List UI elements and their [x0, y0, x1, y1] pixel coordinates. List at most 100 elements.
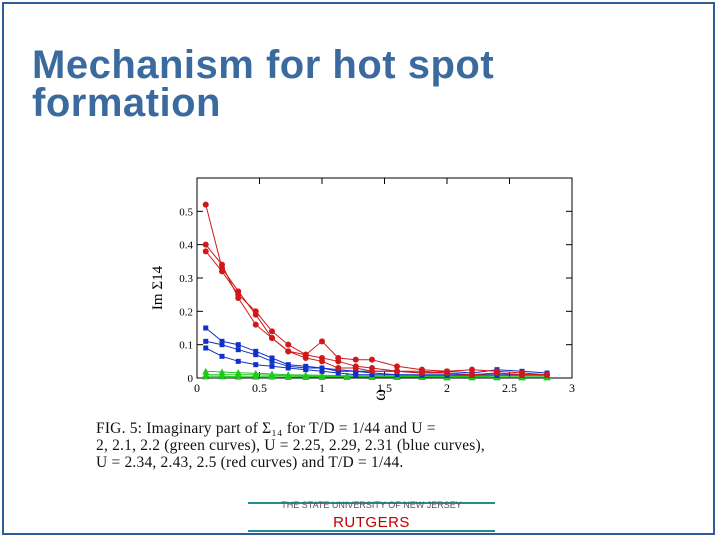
- data-point: [269, 355, 275, 361]
- slide-frame: [2, 2, 715, 535]
- data-point: [203, 338, 209, 344]
- x-tick-label: 2.5: [502, 381, 517, 395]
- footer-rule-bottom: [248, 530, 495, 532]
- y-axis-label: Im Σ14: [150, 265, 166, 310]
- x-tick-label: 3: [569, 381, 575, 395]
- data-point: [253, 362, 259, 368]
- data-point: [352, 363, 359, 370]
- data-point: [268, 373, 276, 380]
- data-point: [303, 367, 309, 373]
- data-point: [269, 358, 275, 364]
- footer-university: THE STATE UNIVERSITY OF NEW JERSEY: [281, 500, 462, 510]
- data-point: [202, 201, 209, 208]
- data-point: [335, 355, 342, 361]
- data-point: [335, 370, 341, 376]
- series-line: [205, 250, 548, 376]
- y-tick-label: 0.5: [179, 206, 193, 218]
- title-line-1: Mechanism for hot spot: [32, 43, 495, 87]
- figure-caption: FIG. 5: Imaginary part of Σ₁₄ for T/D = …: [96, 420, 636, 471]
- data-point: [252, 369, 260, 377]
- data-point: [252, 373, 260, 380]
- caption-line-2: 2, 2.1, 2.2 (green curves), U = 2.25, 2.…: [96, 437, 485, 454]
- data-point: [302, 373, 310, 380]
- series-line: [205, 244, 547, 376]
- data-point: [285, 365, 291, 371]
- data-point: [302, 351, 309, 358]
- data-point: [319, 338, 325, 345]
- x-axis-label: ω: [369, 389, 389, 401]
- data-point: [352, 356, 359, 363]
- y-tick-label: 0.3: [179, 273, 193, 285]
- x-tick-label: 0: [194, 381, 200, 395]
- data-point: [285, 348, 292, 355]
- data-point: [252, 321, 259, 328]
- data-point: [444, 368, 450, 375]
- data-point: [369, 356, 375, 363]
- title-line-2: formation: [32, 81, 221, 125]
- data-point: [544, 371, 550, 378]
- data-point: [234, 369, 242, 376]
- data-point: [253, 352, 259, 358]
- data-point: [202, 248, 209, 255]
- data-point: [253, 348, 259, 354]
- plot-frame: [196, 177, 573, 379]
- data-point: [394, 368, 400, 375]
- data-point: [202, 367, 210, 375]
- data-point: [269, 335, 275, 341]
- data-point: [269, 328, 275, 335]
- data-point: [234, 373, 242, 380]
- data-point: [269, 363, 275, 369]
- x-tick-label: 1.5: [377, 381, 392, 395]
- data-point: [343, 373, 351, 380]
- data-point: [469, 371, 475, 378]
- slide-title: Mechanism for hot spot formation: [32, 43, 495, 125]
- series-line: [205, 347, 547, 376]
- data-point: [202, 372, 210, 380]
- data-point: [369, 372, 375, 378]
- data-point: [419, 366, 425, 373]
- data-point: [319, 355, 325, 361]
- data-point: [219, 353, 225, 359]
- data-point: [394, 363, 400, 370]
- data-point: [469, 366, 475, 373]
- data-point: [235, 342, 241, 348]
- data-point: [369, 365, 375, 371]
- series-line: [205, 340, 548, 374]
- data-point: [353, 368, 359, 374]
- data-point: [285, 341, 292, 348]
- data-point: [235, 347, 241, 353]
- data-point: [218, 368, 226, 375]
- data-point: [394, 372, 400, 378]
- x-tick-label: 0.5: [252, 381, 267, 395]
- data-point: [335, 365, 342, 371]
- data-point: [318, 373, 326, 380]
- caption-line-1: FIG. 5: Imaginary part of Σ₁₄ for T/D = …: [96, 420, 436, 437]
- data-point: [203, 345, 209, 351]
- y-tick-label: 0.2: [179, 306, 193, 318]
- footer-brand: RUTGERS: [333, 514, 410, 531]
- series-red: [202, 248, 550, 378]
- data-point: [235, 358, 241, 364]
- data-point: [219, 338, 225, 344]
- data-point: [519, 370, 525, 376]
- caption-line-3: U = 2.34, 2.43, 2.5 (red curves) and T/D…: [96, 454, 404, 471]
- data-point: [235, 291, 242, 298]
- y-tick-label: 0.1: [179, 340, 193, 352]
- footer-rule-top: [248, 502, 495, 504]
- data-point: [252, 308, 259, 315]
- x-tick-label: 1: [319, 381, 325, 395]
- data-point: [218, 372, 226, 380]
- x-tick-label: 2: [444, 381, 450, 395]
- data-point: [353, 372, 359, 378]
- y-tick-label: 0.4: [179, 240, 193, 252]
- data-point: [319, 365, 325, 371]
- data-point: [202, 241, 209, 248]
- data-point: [219, 261, 225, 268]
- data-point: [284, 373, 292, 380]
- data-point: [219, 342, 225, 348]
- data-point: [219, 268, 225, 275]
- data-point: [319, 368, 325, 374]
- data-point: [494, 368, 500, 375]
- y-tick-label: 0: [188, 373, 194, 385]
- sigma-plot: 0 0.5 1 1.5 2 2.5 3 0 0.1 0.2 0.3 0.4 0.5 Im Σ14 ω: [150, 177, 575, 401]
